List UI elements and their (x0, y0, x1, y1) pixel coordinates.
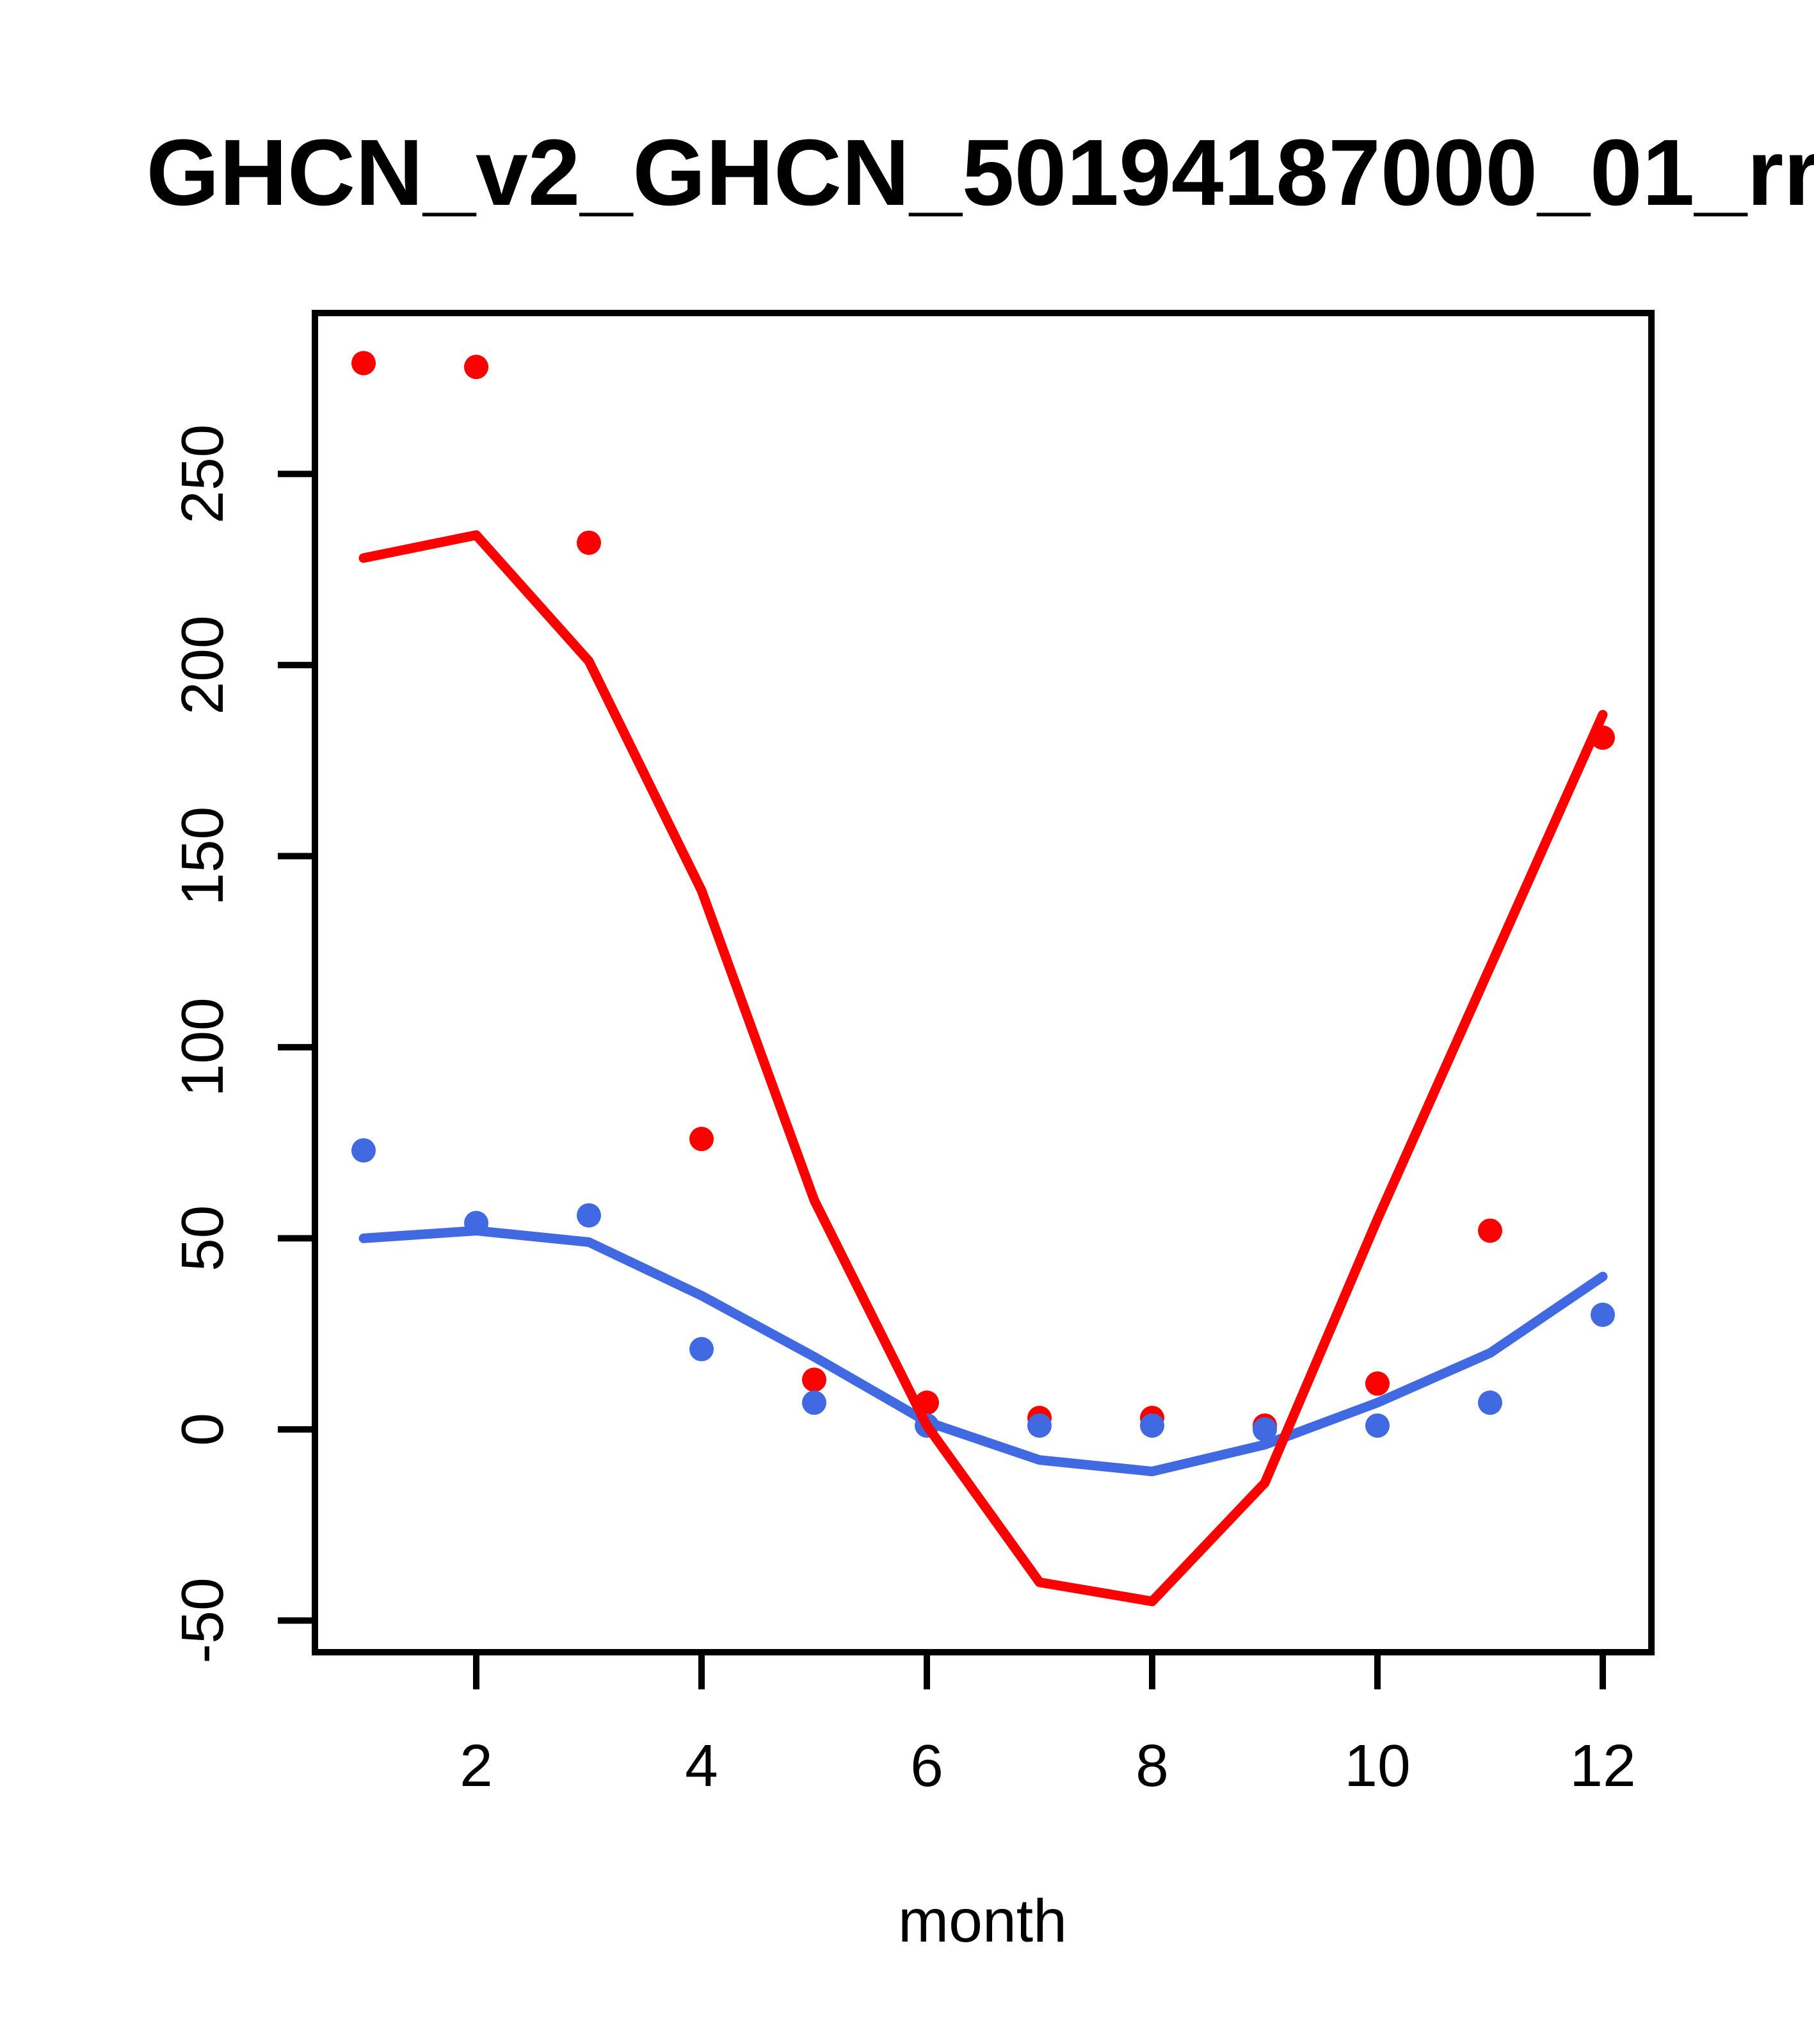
y-tick-label: 50 (169, 1205, 236, 1271)
x-tick-label: 8 (1136, 1732, 1169, 1799)
y-axis: -50 0 50 100 150 200 250 (169, 424, 315, 1664)
y-tick-label: 100 (169, 997, 236, 1097)
red-line (358, 530, 1608, 1607)
blue-points-marker (1139, 1413, 1164, 1438)
x-axis-label: month (898, 1887, 1067, 1955)
red-points-marker (464, 355, 489, 380)
y-tick-label: 0 (169, 1413, 236, 1446)
blue-points-marker (802, 1390, 827, 1415)
x-tick-label: 2 (460, 1732, 493, 1799)
red-points-marker (577, 530, 602, 555)
data-series (351, 351, 1615, 1607)
blue-line (358, 1225, 1608, 1477)
red-points-marker (802, 1367, 827, 1392)
blue-points-marker (1252, 1417, 1277, 1442)
red-points-marker (351, 351, 376, 376)
x-tick-label: 10 (1344, 1732, 1410, 1799)
y-tick-label: 200 (169, 615, 236, 714)
plot-box-border (312, 310, 1655, 1655)
x-tick-label: 4 (685, 1732, 718, 1799)
y-tick-label: -50 (169, 1577, 236, 1663)
blue-points-marker (1590, 1302, 1615, 1327)
blue-points-marker (1365, 1413, 1390, 1438)
blue-points-marker (1027, 1413, 1052, 1438)
y-tick-label: 150 (169, 807, 236, 906)
x-axis: 2 4 6 8 10 12 (460, 1652, 1636, 1799)
red-points-marker (689, 1127, 714, 1152)
x-tick-label: 6 (910, 1732, 943, 1799)
blue-points (351, 1138, 1615, 1442)
chart-title: GHCN_v2_GHCN_50194187000_01_rr (146, 120, 1814, 225)
blue-points-marker (689, 1337, 714, 1362)
y-tick-label: 250 (169, 424, 236, 524)
red-points-marker (1477, 1218, 1502, 1243)
blue-points-marker (1477, 1390, 1502, 1415)
red-points-marker (1365, 1371, 1390, 1396)
x-tick-label: 12 (1569, 1732, 1635, 1799)
blue-points-marker (351, 1138, 376, 1163)
blue-points-marker (577, 1203, 602, 1228)
